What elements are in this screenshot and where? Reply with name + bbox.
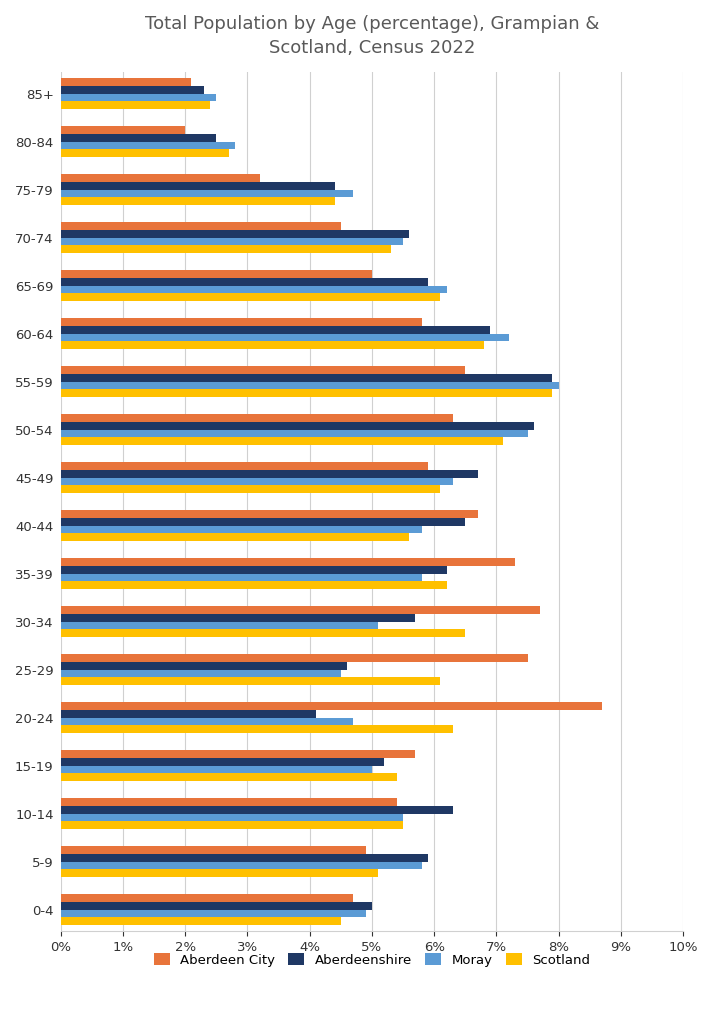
Bar (61, 518, 466, 525)
Bar (61, 847, 366, 854)
Bar (61, 415, 453, 422)
Bar (61, 806, 453, 814)
Bar (61, 573, 421, 582)
Bar (61, 918, 341, 925)
Bar (61, 293, 441, 301)
Bar (61, 367, 466, 374)
Bar (61, 814, 403, 821)
Bar (61, 334, 509, 341)
Bar (61, 326, 491, 334)
Bar (61, 606, 540, 614)
Bar (61, 141, 235, 150)
Bar (61, 773, 397, 781)
Bar (61, 238, 403, 246)
Bar (61, 230, 409, 238)
Bar (61, 614, 416, 622)
Bar (61, 566, 446, 573)
Bar (61, 718, 353, 725)
Bar (61, 374, 553, 382)
Bar (61, 670, 341, 678)
Bar (61, 422, 534, 430)
Bar (61, 134, 216, 141)
Bar (61, 710, 316, 718)
Bar (61, 182, 334, 189)
Bar (61, 909, 366, 918)
Bar (61, 101, 210, 109)
Bar (61, 558, 515, 566)
Bar (61, 286, 446, 293)
Bar (61, 174, 260, 182)
Bar (61, 751, 416, 758)
Bar (61, 389, 553, 397)
Bar (61, 462, 428, 470)
Title: Total Population by Age (percentage), Grampian &
Scotland, Census 2022: Total Population by Age (percentage), Gr… (145, 15, 599, 56)
Bar (61, 437, 503, 445)
Bar (61, 246, 391, 253)
Bar (61, 854, 428, 862)
Bar (61, 477, 453, 485)
Bar (61, 86, 204, 93)
Bar (61, 525, 421, 534)
Bar (61, 534, 409, 541)
Bar (61, 902, 372, 909)
Bar (61, 821, 403, 829)
Bar (61, 222, 341, 230)
Bar (61, 430, 528, 437)
Bar (61, 654, 528, 663)
Bar (61, 278, 428, 286)
Legend: Aberdeen City, Aberdeenshire, Moray, Scotland: Aberdeen City, Aberdeenshire, Moray, Sco… (148, 948, 595, 972)
Bar (61, 510, 478, 518)
Bar (61, 702, 602, 710)
Bar (61, 799, 397, 806)
Bar (61, 189, 353, 198)
Bar (61, 382, 559, 389)
Bar (61, 622, 378, 630)
Bar (61, 150, 229, 157)
Bar (61, 582, 446, 589)
Bar (61, 198, 334, 205)
Bar (61, 678, 441, 685)
Bar (61, 862, 421, 869)
Bar (61, 766, 372, 773)
Bar (61, 93, 216, 101)
Bar (61, 894, 353, 902)
Bar (61, 485, 441, 493)
Bar (61, 126, 185, 134)
Bar (61, 630, 466, 637)
Bar (61, 318, 421, 326)
Bar (61, 725, 453, 733)
Bar (61, 270, 372, 278)
Bar (61, 470, 478, 477)
Bar (61, 341, 484, 349)
Bar (61, 663, 347, 670)
Bar (61, 78, 191, 86)
Bar (61, 758, 384, 766)
Bar (61, 869, 378, 878)
